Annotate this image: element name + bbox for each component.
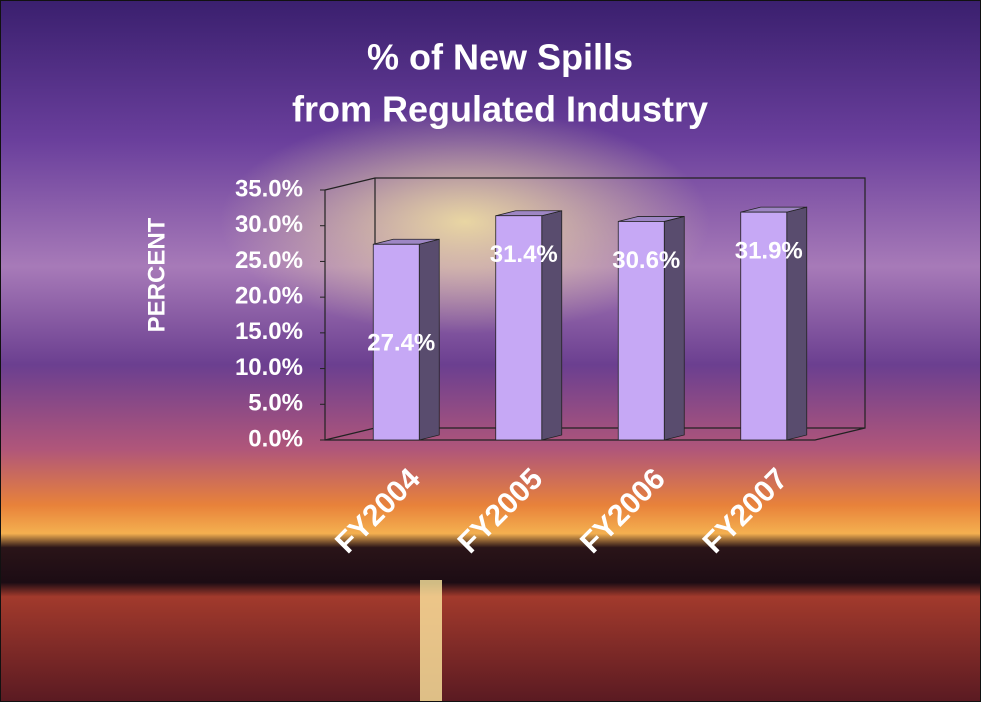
y-tick-label: 10.0% — [235, 354, 303, 381]
value-label: 27.4% — [367, 330, 435, 357]
value-label: 31.4% — [490, 241, 558, 268]
chart-subtitle: from Regulated Industry — [292, 89, 708, 130]
value-label: 31.9% — [735, 237, 803, 264]
chart-title: % of New Spills — [367, 37, 633, 78]
value-label: 30.6% — [612, 247, 680, 274]
y-tick-label: 0.0% — [248, 425, 303, 452]
sun-reflection — [420, 580, 442, 702]
y-tick-label: 30.0% — [235, 211, 303, 238]
page: % of New Spills from Regulated Industry … — [0, 0, 981, 702]
y-tick-label: 5.0% — [248, 390, 303, 417]
y-tick-label: 20.0% — [235, 282, 303, 309]
chart: % of New Spills from Regulated Industry … — [0, 0, 981, 702]
y-tick-label: 15.0% — [235, 318, 303, 345]
y-axis-label: PERCENT — [143, 217, 170, 332]
y-tick-label: 25.0% — [235, 247, 303, 274]
y-tick-label: 35.0% — [235, 175, 303, 202]
